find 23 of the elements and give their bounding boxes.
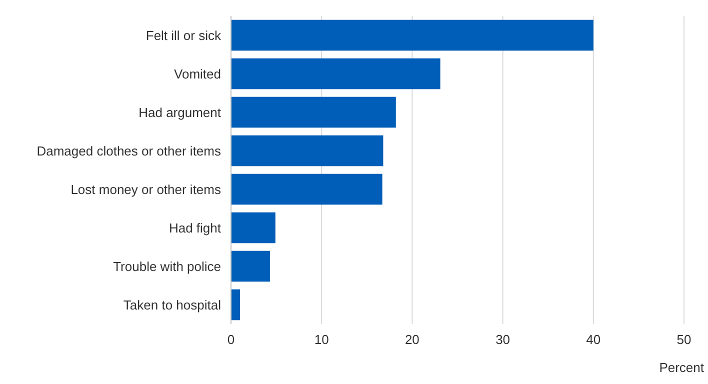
bar <box>231 20 594 51</box>
y-tick-label: Vomited <box>174 66 221 82</box>
bar <box>231 250 270 282</box>
bar <box>231 96 396 128</box>
bar <box>231 135 384 166</box>
x-tick-label: 40 <box>586 332 601 347</box>
y-tick-label: Trouble with police <box>113 258 221 274</box>
bar <box>231 212 276 244</box>
y-tick-label: Felt ill or sick <box>146 28 222 43</box>
x-tick-label: 10 <box>314 332 329 347</box>
bar <box>231 174 382 205</box>
x-axis-title: Percent <box>659 360 704 375</box>
y-tick-label: Damaged clothes or other items <box>36 143 222 158</box>
y-tick-label: Had argument <box>138 104 222 120</box>
y-tick-label: Lost money or other items <box>70 182 222 197</box>
y-tick-label: Had fight <box>168 220 222 236</box>
x-tick-label: 30 <box>496 332 510 347</box>
bar <box>231 289 240 320</box>
y-tick-label: Taken to hospital <box>123 297 222 312</box>
bar <box>231 58 440 90</box>
x-tick-label: 50 <box>676 332 692 347</box>
x-tick-label: 0 <box>227 332 235 347</box>
x-tick-label: 20 <box>404 332 420 347</box>
